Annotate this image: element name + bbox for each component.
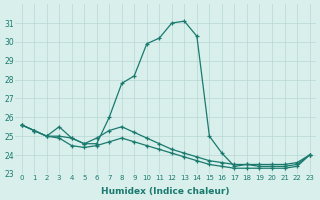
X-axis label: Humidex (Indice chaleur): Humidex (Indice chaleur) — [101, 187, 230, 196]
